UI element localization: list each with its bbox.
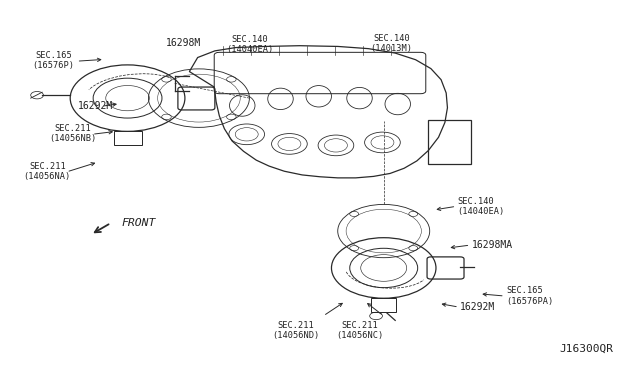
- Text: SEC.140
(14040EA): SEC.140 (14040EA): [227, 35, 273, 54]
- Text: 16292M: 16292M: [460, 302, 495, 312]
- Text: SEC.211
(14056ND): SEC.211 (14056ND): [272, 321, 319, 340]
- Text: 16298M: 16298M: [165, 38, 200, 48]
- Text: J16300QR: J16300QR: [559, 344, 613, 354]
- Text: 16292M: 16292M: [78, 100, 113, 110]
- Bar: [113, 131, 141, 145]
- Text: SEC.165
(16576P): SEC.165 (16576P): [33, 51, 75, 70]
- Text: 16298MA: 16298MA: [472, 240, 513, 250]
- Text: SEC.140
(14013M): SEC.140 (14013M): [371, 34, 412, 53]
- Text: SEC.165
(16576PA): SEC.165 (16576PA): [506, 286, 554, 306]
- Text: SEC.211
(14056NB): SEC.211 (14056NB): [49, 124, 97, 143]
- Text: SEC.211
(14056NA): SEC.211 (14056NA): [24, 161, 71, 181]
- Text: SEC.140
(14040EA): SEC.140 (14040EA): [458, 197, 505, 216]
- Bar: [371, 298, 396, 312]
- Text: FRONT: FRONT: [121, 218, 156, 228]
- Text: SEC.211
(14056NC): SEC.211 (14056NC): [336, 321, 383, 340]
